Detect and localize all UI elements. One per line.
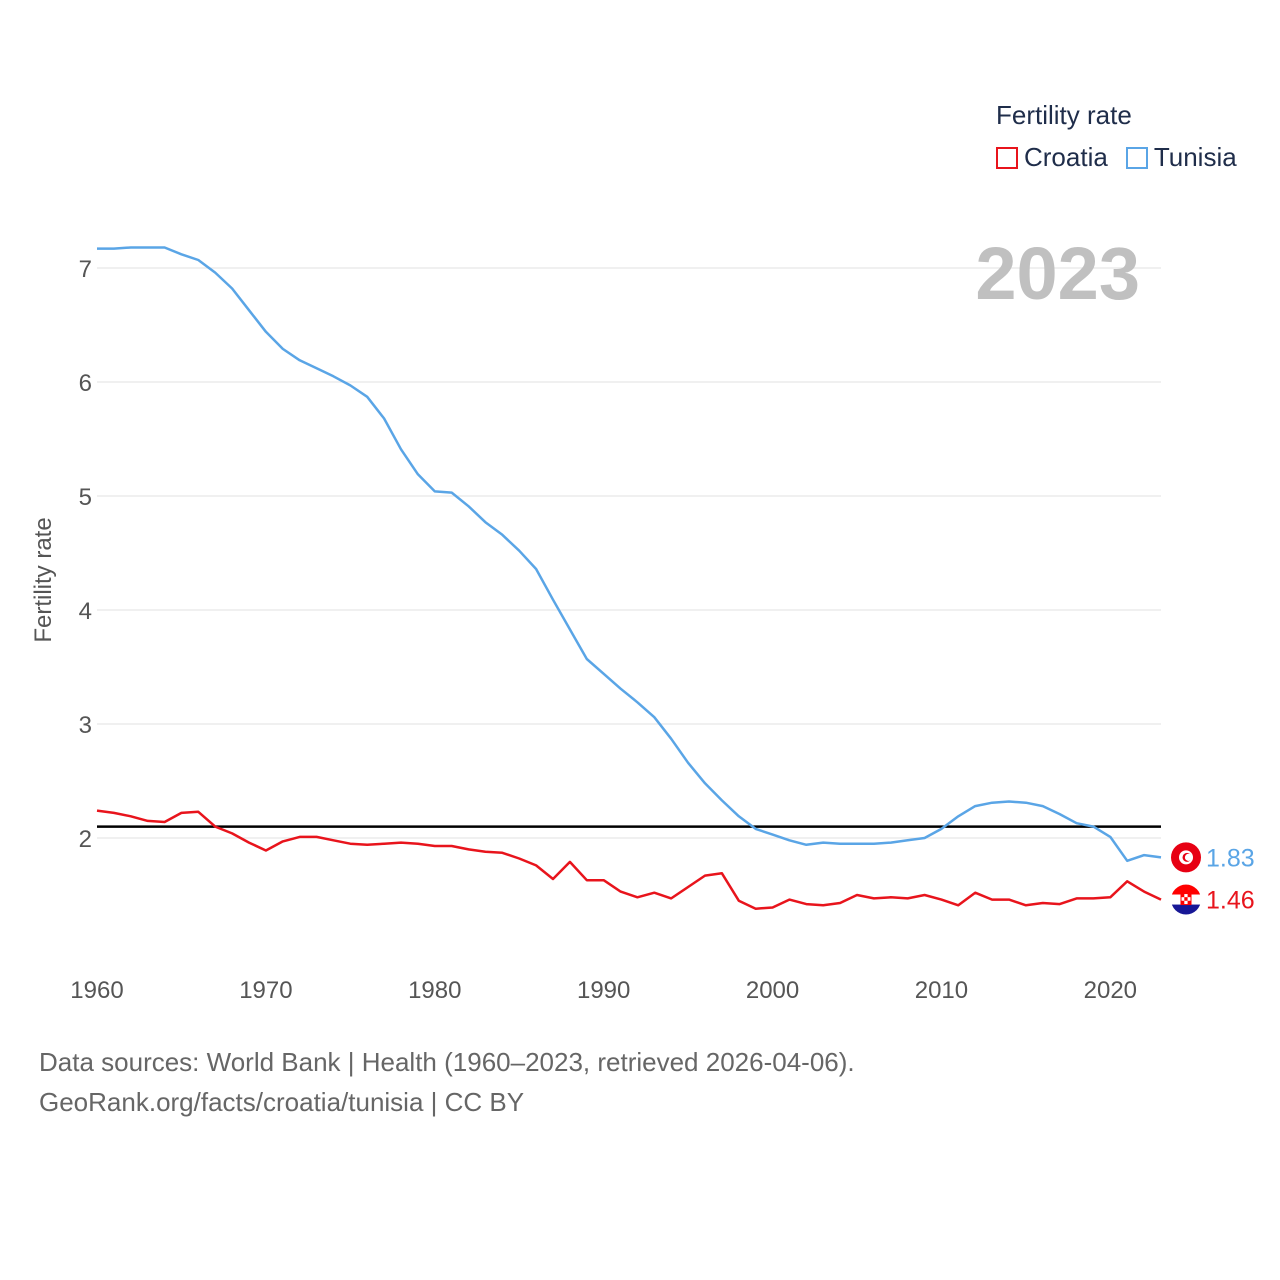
y-tick-label: 7 — [79, 256, 92, 283]
x-tick-label: 2000 — [746, 977, 799, 1004]
x-tick-label: 2020 — [1084, 977, 1137, 1004]
y-tick-label: 2 — [79, 826, 92, 853]
legend-swatch-croatia — [996, 146, 1018, 169]
end-markers: 1.83 1.46 — [1171, 842, 1255, 915]
legend: Croatia Tunisia — [996, 142, 1255, 173]
end-value-label-croatia: 1.46 — [1206, 887, 1255, 915]
y-tick-label: 5 — [79, 484, 92, 511]
data-source-text: Data sources: World Bank | Health (1960–… — [39, 1047, 855, 1077]
series-lines — [96, 246, 1162, 910]
end-value-label-tunisia: 1.83 — [1206, 844, 1255, 872]
x-axis-ticks: 1960 1970 1980 1990 2000 2010 2020 — [70, 977, 1137, 1004]
y-axis-ticks: 2 3 4 5 6 7 — [79, 256, 92, 853]
x-tick-label: 1990 — [577, 977, 630, 1004]
legend-label-croatia: Croatia — [1024, 142, 1108, 172]
year-label: 2023 — [975, 232, 1140, 315]
flag-icon-croatia — [1171, 884, 1201, 915]
x-tick-label: 1970 — [239, 977, 292, 1004]
x-tick-label: 2010 — [915, 977, 968, 1004]
footer: Data sources: World Bank | Health (1960–… — [39, 1042, 855, 1122]
y-axis-label: Fertility rate — [30, 517, 57, 642]
legend-item-croatia[interactable]: Croatia — [996, 142, 1108, 173]
legend-label-tunisia: Tunisia — [1153, 142, 1237, 172]
flag-icon-tunisia — [1171, 842, 1201, 873]
x-tick-label: 1960 — [70, 977, 123, 1004]
y-tick-label: 3 — [79, 712, 92, 739]
source-url-text[interactable]: GeoRank.org/facts/croatia/tunisia | CC B… — [39, 1087, 525, 1117]
gridlines — [97, 267, 1161, 839]
legend-title: Fertility rate — [996, 100, 1132, 130]
legend-swatch-tunisia — [1125, 146, 1148, 169]
legend-item-tunisia[interactable]: Tunisia — [1125, 142, 1237, 173]
y-tick-label: 4 — [79, 598, 92, 625]
y-tick-label: 6 — [79, 370, 92, 397]
series-line-croatia[interactable] — [96, 809, 1162, 910]
series-line-tunisia[interactable] — [97, 246, 1162, 863]
x-tick-label: 1980 — [408, 977, 461, 1004]
